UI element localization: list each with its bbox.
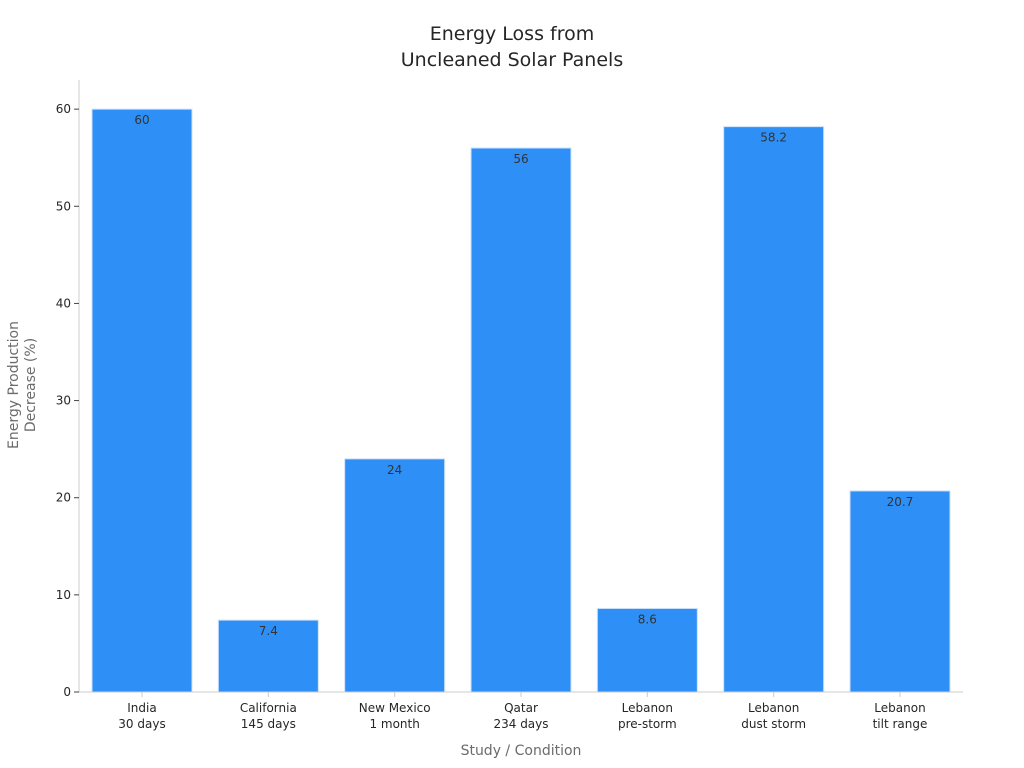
bar-1 [217,619,319,693]
bar-2 [344,458,446,693]
bar-value-label-4: 8.6 [638,612,657,626]
x-tick-label-2: New Mexico 1 month [359,701,431,731]
bar-5 [723,126,825,693]
chart-title: Energy Loss from Uncleaned Solar Panels [401,23,623,71]
y-tick-label-1: 10 [56,588,71,602]
y-tick-label-2: 20 [56,491,71,505]
y-tick-label-0: 0 [63,685,71,699]
bar-4 [596,607,698,693]
y-axis-title: Energy Production Decrease (%) [6,321,39,449]
chart-title-line-2: Uncleaned Solar Panels [401,49,623,71]
bar-value-label-1: 7.4 [259,624,278,638]
bar-value-label-0: 60 [134,113,149,127]
bar-value-label-3: 56 [513,152,528,166]
bar-value-label-5: 58.2 [760,131,787,145]
x-tick-label-4: Lebanon pre-storm [618,701,677,731]
bar-value-label-2: 24 [387,463,402,477]
y-tick-label-6: 60 [56,102,71,116]
chart-title-line-1: Energy Loss from [430,23,595,45]
y-tick-label-5: 50 [56,199,71,213]
bars-layer [91,108,951,693]
x-tick-label-3: Qatar 234 days [493,701,548,731]
x-tick-label-1: California 145 days [240,701,297,731]
x-tick-label-0: India 30 days [118,701,165,731]
y-axis-title-line-2: Decrease (%) [23,338,39,432]
x-axis-title: Study / Condition [461,743,582,759]
bar-value-label-6: 20.7 [887,495,914,509]
x-tick-label-6: Lebanon tilt range [873,701,928,731]
bar-0 [91,108,193,693]
y-axis-title-line-1: Energy Production [6,321,22,449]
y-tick-label-3: 30 [56,394,71,408]
x-tick-label-5: Lebanon dust storm [741,701,806,731]
axes-layer [74,80,963,697]
bar-3 [470,147,572,693]
y-tick-label-4: 40 [56,296,71,310]
bar-6 [849,490,951,693]
labels-layer: 60 India 30 days 7.4 California 145 days 24 New… [56,102,928,731]
